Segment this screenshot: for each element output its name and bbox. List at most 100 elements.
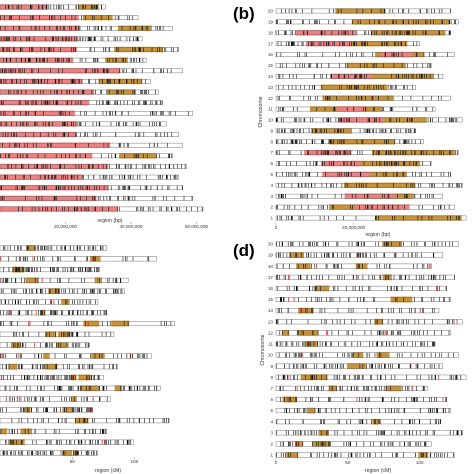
highlighted-region	[382, 274, 392, 281]
marker-ticks	[18, 206, 203, 212]
chromosome-outline	[275, 215, 467, 221]
marker-ticks	[278, 375, 462, 380]
marker-ticks	[2, 143, 168, 148]
marker-ticks	[277, 215, 460, 221]
highlighted-region	[322, 95, 394, 101]
highlighted-region	[300, 374, 318, 381]
chromosome-label: 15	[268, 297, 274, 302]
marker-ticks	[0, 321, 172, 326]
marker-ticks-red	[1, 278, 43, 283]
highlighted-region	[58, 331, 71, 338]
chromosome-outline	[0, 121, 167, 127]
chromosome-track-18	[275, 30, 451, 36]
marker-ticks-red	[31, 288, 63, 294]
chromosome-label: 10	[268, 353, 274, 358]
marker-ticks	[13, 332, 112, 337]
chromosome-outline	[0, 36, 143, 42]
marker-ticks	[280, 441, 427, 447]
chromosome-outline	[0, 196, 194, 201]
highlighted-region	[337, 117, 384, 123]
highlighted-region	[297, 329, 319, 336]
marker-ticks	[276, 19, 456, 24]
chromosome-outline	[275, 161, 432, 166]
chromosome-track-6	[275, 160, 432, 167]
chromosome-track-6	[0, 153, 173, 159]
chromosome-outline	[275, 408, 451, 414]
highlighted-region	[16, 439, 25, 446]
chromosome-outline	[0, 450, 99, 456]
chromosome-track-19	[275, 19, 459, 25]
marker-ticks-red	[302, 352, 442, 358]
chromosome-label: 7	[270, 386, 273, 391]
chromosome-label: 16	[268, 286, 274, 291]
chromosome-track-2	[275, 440, 432, 447]
highlighted-region	[10, 342, 22, 349]
marker-ticks	[276, 275, 455, 280]
highlighted-region	[298, 307, 314, 314]
highlighted-region	[346, 40, 408, 47]
chromosome-track-19	[0, 14, 139, 21]
highlighted-region	[9, 439, 18, 446]
chromosome-track-2	[0, 439, 134, 446]
highlighted-region	[344, 193, 395, 199]
chromosome-track-3	[275, 429, 463, 436]
highlighted-region	[332, 73, 373, 80]
marker-ticks	[278, 194, 434, 199]
marker-ticks	[276, 319, 455, 324]
chromosome-track-9	[0, 121, 167, 127]
chromosome-label: 2	[270, 205, 273, 210]
chromosome-track-16	[0, 46, 179, 53]
chromosome-label: 17	[268, 275, 274, 280]
chromosome-track-1	[0, 450, 99, 456]
marker-ticks	[276, 150, 458, 155]
chromosome-track-20	[275, 8, 451, 14]
marker-ticks	[275, 363, 440, 369]
panel-b-letter: (b)	[233, 4, 255, 23]
marker-ticks-red	[299, 308, 421, 313]
highlighted-region	[0, 153, 93, 159]
chromosome-outline	[275, 84, 416, 90]
highlighted-region	[385, 385, 402, 392]
highlighted-region	[71, 396, 77, 402]
chromosome-outline	[275, 19, 459, 25]
highlighted-region	[0, 25, 80, 31]
marker-ticks	[2, 364, 117, 369]
highlighted-region	[0, 428, 8, 435]
highlighted-region	[45, 331, 57, 338]
chromosome-track-3	[0, 428, 108, 435]
chromosome-label: 8	[270, 375, 273, 380]
chromosome-track-14	[0, 309, 108, 316]
chromosome-label: 20	[268, 9, 274, 14]
chromosome-outline	[275, 263, 432, 269]
highlighted-region	[0, 131, 77, 138]
chromosome-track-6	[275, 396, 447, 403]
marker-ticks-red	[283, 275, 354, 280]
chromosome-outline	[275, 430, 463, 436]
panel-d: (d) Chromosome 1234567891011121314151617…	[233, 241, 467, 474]
chromosome-track-18	[0, 266, 100, 273]
chromosome-outline	[275, 128, 416, 134]
highlighted-region	[328, 385, 337, 392]
chromosome-track-17	[275, 274, 455, 281]
chromosome-label: 13	[268, 319, 274, 324]
chromosome-track-6	[0, 396, 111, 402]
marker-ticks	[276, 430, 463, 436]
chromosome-track-15	[0, 299, 99, 305]
x-tick-label: 50	[345, 460, 351, 465]
highlighted-region	[56, 342, 67, 349]
marker-ticks-red	[284, 375, 440, 380]
marker-ticks	[276, 452, 454, 458]
highlighted-region	[357, 171, 408, 178]
chromosome-track-10	[0, 352, 152, 359]
chromosome-track-8	[0, 374, 104, 381]
chromosome-outline	[275, 183, 463, 188]
highlighted-region	[355, 204, 410, 210]
chromosome-track-20	[275, 241, 459, 247]
chromosome-label: 2	[270, 441, 273, 446]
marker-ticks-red	[296, 386, 413, 391]
chromosome-track-14	[275, 73, 444, 80]
marker-ticks	[0, 196, 193, 201]
highlighted-region	[0, 68, 121, 74]
